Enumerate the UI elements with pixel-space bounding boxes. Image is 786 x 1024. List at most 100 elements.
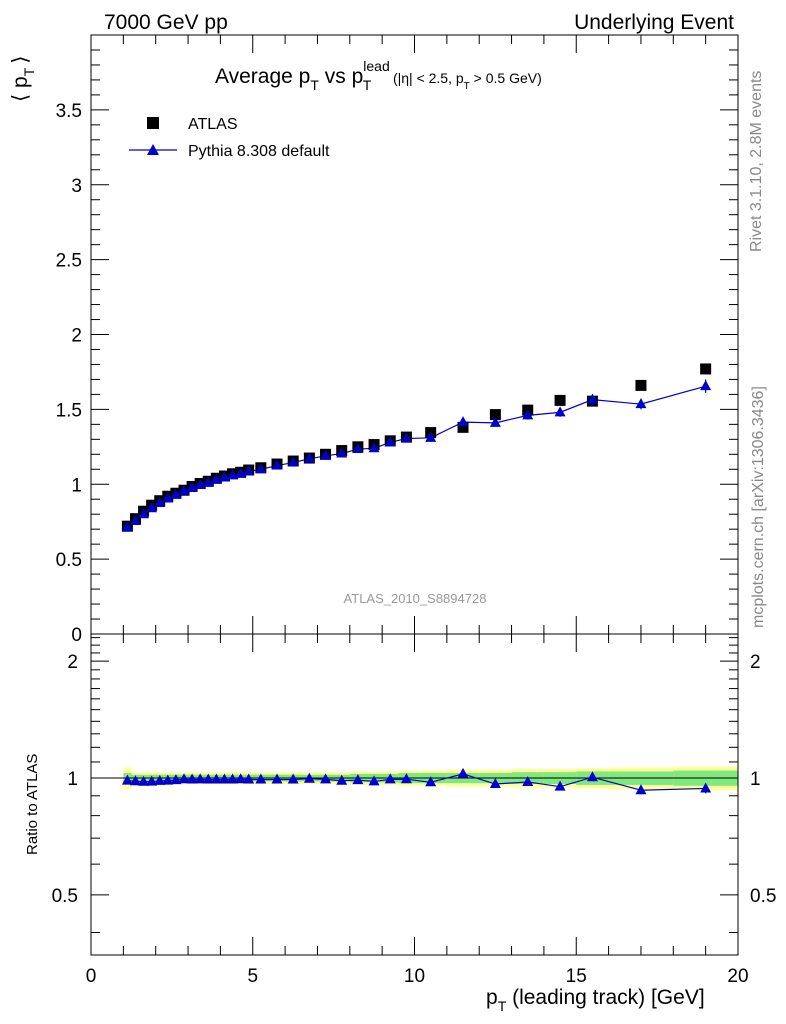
pythia-point (162, 492, 174, 503)
ratio-pythia-point (255, 773, 267, 784)
pythia-point (154, 496, 166, 507)
pythia-point (202, 476, 214, 487)
ratio-pythia-point (146, 775, 158, 786)
ratio-frame (90, 633, 739, 956)
ratio-pythia-point (154, 774, 166, 785)
pythia-point (170, 488, 182, 499)
ratio-pythia-point (178, 773, 190, 784)
header-right: Underlying Event (574, 11, 734, 34)
ratio-pythia-point (554, 780, 566, 791)
main-ytick-label: 1.5 (56, 400, 82, 421)
ratio-ytick-label: 1 (67, 769, 78, 790)
ratio-pythia-point (202, 773, 214, 784)
ratio-pythia-point (368, 775, 380, 786)
ratio-series (121, 767, 712, 795)
ratio-axis-ticks (90, 634, 739, 955)
main-ytick-label: 0 (71, 625, 82, 646)
ratio-xtick-labels: 0 5 10 15 20 (86, 966, 749, 987)
ratio-pythia-point (384, 773, 396, 784)
ratio-pythia-point (271, 773, 283, 784)
legend: ATLAS Pythia 8.308 default (129, 116, 330, 160)
ratio-pythia-point (457, 767, 469, 778)
pythia-point (352, 443, 364, 454)
ratio-ytick-label-right: 0.5 (750, 886, 776, 907)
main-ytick-label: 0.5 (56, 550, 82, 571)
ratio-pythia-point (121, 774, 133, 785)
pythia-point (635, 398, 647, 409)
pythia-point (271, 459, 283, 470)
ratio-pythia-point (700, 782, 712, 793)
side-label-bottom: mcplots.cern.ch [arXiv:1306.3436] (750, 386, 767, 628)
ratio-ytick-label-right: 1 (750, 769, 761, 790)
legend-label-atlas: ATLAS (188, 116, 238, 133)
pythia-point (489, 416, 501, 427)
main-ytick-label: 1 (71, 475, 82, 496)
ratio-pythia-point (489, 778, 501, 789)
atlas-point (554, 394, 566, 406)
atlas-point (635, 379, 647, 391)
pythia-point (121, 521, 133, 532)
ratio-pythia-point (400, 773, 412, 784)
ratio-pythia-point (586, 771, 598, 782)
ratio-pythia-point (303, 772, 315, 783)
analysis-annotation: ATLAS_2010_S8894728 (344, 591, 487, 606)
ratio-xlabel: pT (leading track) [GeV] (486, 986, 705, 1014)
pythia-point (255, 463, 267, 474)
ratio-ytick-label-right: 2 (750, 652, 761, 673)
main-ytick-label: 3 (71, 176, 82, 197)
pythia-point (522, 409, 534, 420)
ratio-ytick-label: 2 (67, 652, 78, 673)
pythia-point (586, 393, 598, 404)
ratio-xtick-label: 20 (727, 966, 748, 987)
pythia-point (425, 431, 437, 442)
ratio-pythia-point (170, 774, 182, 785)
ratio-pythia-point (320, 773, 332, 784)
legend-label-pythia: Pythia 8.308 default (188, 143, 330, 160)
atlas-point (489, 409, 501, 421)
ratio-pythia-point (129, 775, 141, 786)
ratio-pythia-point (162, 774, 174, 785)
ratio-pythia-line (127, 773, 706, 791)
pythia-point (457, 416, 469, 427)
atlas-point (457, 421, 469, 433)
legend-marker-atlas (147, 117, 159, 129)
pythia-point (186, 481, 198, 492)
header-left: 7000 GeV pp (104, 11, 228, 34)
pythia-point (700, 380, 712, 391)
pythia-point (243, 465, 255, 476)
ratio-pythia-point (218, 773, 230, 784)
main-ytick-labels: 0 0.5 1 1.5 2 2.5 3 3.5 (56, 101, 82, 646)
ratio-pythia-point (235, 773, 247, 784)
pythia-point (303, 452, 315, 463)
ratio-xtick-label: 5 (247, 966, 258, 987)
main-ytick-label: 2.5 (56, 251, 82, 272)
main-ytick-label: 3.5 (56, 101, 82, 122)
pythia-point (287, 456, 299, 467)
ratio-xtick-label: 10 (404, 966, 425, 987)
main-series (121, 363, 712, 532)
ratio-xtick-label: 0 (86, 966, 97, 987)
main-title: Average pT vs plead T (|η| < 2.5, pT > 0.… (215, 58, 542, 93)
pythia-point (227, 469, 239, 480)
ratio-pythia-point (186, 773, 198, 784)
ratio-ytick-labels: 0.5 0.5 1 1 2 2 (52, 652, 777, 907)
legend-marker-pythia (147, 144, 159, 155)
ratio-ytick-label: 0.5 (52, 886, 78, 907)
ratio-pythia-point (227, 773, 239, 784)
pythia-line (127, 385, 706, 529)
pythia-point (400, 432, 412, 443)
pythia-point (554, 406, 566, 417)
pythia-point (336, 447, 348, 458)
ratio-pythia-point (194, 773, 206, 784)
ratio-ylabel: Ratio to ATLAS (24, 754, 41, 855)
ratio-pythia-point (138, 775, 150, 786)
atlas-point (700, 363, 712, 375)
ratio-pythia-point (425, 776, 437, 787)
pythia-point (368, 442, 380, 453)
pythia-point (138, 508, 150, 519)
ratio-pythia-point (336, 774, 348, 785)
main-ylabel: ⟨ pT⟩ (9, 56, 37, 102)
main-ytick-label: 2 (71, 326, 82, 347)
ratio-xtick-label: 15 (566, 966, 587, 987)
